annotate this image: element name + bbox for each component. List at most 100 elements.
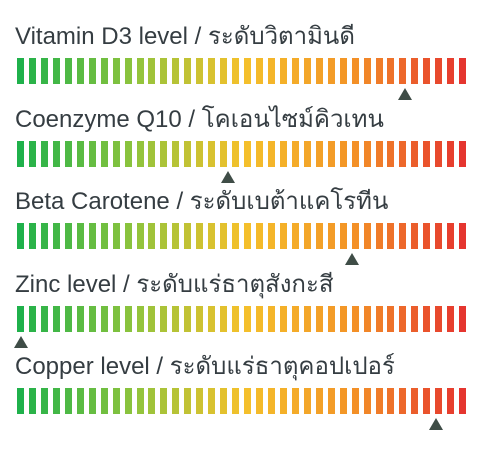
level-segment xyxy=(76,58,84,84)
level-segment xyxy=(160,388,168,414)
level-segment xyxy=(232,58,240,84)
level-segment xyxy=(279,58,287,84)
level-segment xyxy=(256,58,263,84)
level-segment xyxy=(160,306,168,332)
level-segment xyxy=(411,306,419,332)
level-segment xyxy=(375,223,383,249)
level-segment xyxy=(112,58,120,84)
level-segment xyxy=(17,388,24,414)
level-segment xyxy=(232,306,240,332)
level-segment xyxy=(52,223,60,249)
level-segment xyxy=(423,58,431,84)
level-segment xyxy=(17,141,24,167)
level-segment xyxy=(232,223,240,249)
level-segment xyxy=(100,388,108,414)
level-segment xyxy=(267,223,275,249)
level-segment xyxy=(339,58,347,84)
level-segment xyxy=(64,306,72,332)
level-segment xyxy=(267,141,275,167)
level-segment xyxy=(411,141,419,167)
level-segment xyxy=(208,58,216,84)
level-segment xyxy=(279,141,287,167)
level-bar xyxy=(17,306,471,332)
level-segment xyxy=(124,141,132,167)
level-segment xyxy=(279,223,287,249)
level-segment xyxy=(327,223,335,249)
level-segment xyxy=(100,223,108,249)
level-segment xyxy=(435,58,443,84)
meter-beta-carotene: Beta Carotene / ระดับเบต้าแคโรทีน xyxy=(0,186,480,266)
level-segment xyxy=(208,388,216,414)
level-marker-icon xyxy=(398,88,413,100)
level-segment xyxy=(136,388,144,414)
level-segment xyxy=(387,58,395,84)
meter-label: Coenzyme Q10 / โคเอนไซม์คิวเทน xyxy=(15,106,384,133)
level-segment xyxy=(447,58,455,84)
level-segment xyxy=(315,388,323,414)
level-segment xyxy=(220,306,228,332)
level-segment xyxy=(184,388,192,414)
level-segment xyxy=(52,58,60,84)
level-segment xyxy=(256,388,263,414)
level-segment xyxy=(327,58,335,84)
level-segment xyxy=(232,388,240,414)
level-segment xyxy=(351,223,359,249)
level-segment xyxy=(315,141,323,167)
level-segment xyxy=(303,141,311,167)
level-segment xyxy=(52,388,60,414)
level-segment xyxy=(303,58,311,84)
level-segment xyxy=(112,388,120,414)
level-marker-icon xyxy=(345,253,360,265)
level-segment xyxy=(267,306,275,332)
level-segment xyxy=(28,58,36,84)
level-segment xyxy=(220,223,228,249)
level-bar xyxy=(17,223,471,249)
level-segment xyxy=(172,306,180,332)
level-segment xyxy=(459,223,467,249)
level-segment xyxy=(184,223,192,249)
level-segment xyxy=(17,58,24,84)
level-segment xyxy=(100,58,108,84)
level-segment xyxy=(339,388,347,414)
level-segment xyxy=(172,58,180,84)
level-marker-icon xyxy=(13,336,28,348)
level-segment xyxy=(124,388,132,414)
level-segment xyxy=(351,388,359,414)
level-segment xyxy=(28,388,36,414)
level-segment xyxy=(291,141,299,167)
level-segment xyxy=(339,306,347,332)
level-segment xyxy=(447,141,455,167)
level-segment xyxy=(124,223,132,249)
level-segment xyxy=(291,388,299,414)
level-segment xyxy=(363,58,371,84)
level-segment xyxy=(279,306,287,332)
level-segment xyxy=(112,306,120,332)
level-segment xyxy=(136,141,144,167)
level-segment xyxy=(399,58,407,84)
level-segment xyxy=(196,306,204,332)
level-segment xyxy=(148,388,156,414)
level-segment xyxy=(267,58,275,84)
level-segment xyxy=(291,306,299,332)
level-segment xyxy=(387,223,395,249)
level-segment xyxy=(52,141,60,167)
level-segment xyxy=(100,306,108,332)
level-segment xyxy=(256,306,263,332)
level-segment xyxy=(423,223,431,249)
level-segment xyxy=(291,58,299,84)
level-segment xyxy=(184,58,192,84)
level-segment xyxy=(339,141,347,167)
level-segment xyxy=(112,141,120,167)
level-segment xyxy=(363,306,371,332)
level-segment xyxy=(64,388,72,414)
level-segment xyxy=(136,223,144,249)
level-segment xyxy=(172,223,180,249)
level-segment xyxy=(28,306,36,332)
level-segment xyxy=(423,141,431,167)
level-segment xyxy=(184,306,192,332)
level-segment xyxy=(411,223,419,249)
level-segment xyxy=(136,58,144,84)
level-segment xyxy=(40,141,48,167)
level-segment xyxy=(88,306,96,332)
level-segment xyxy=(172,141,180,167)
